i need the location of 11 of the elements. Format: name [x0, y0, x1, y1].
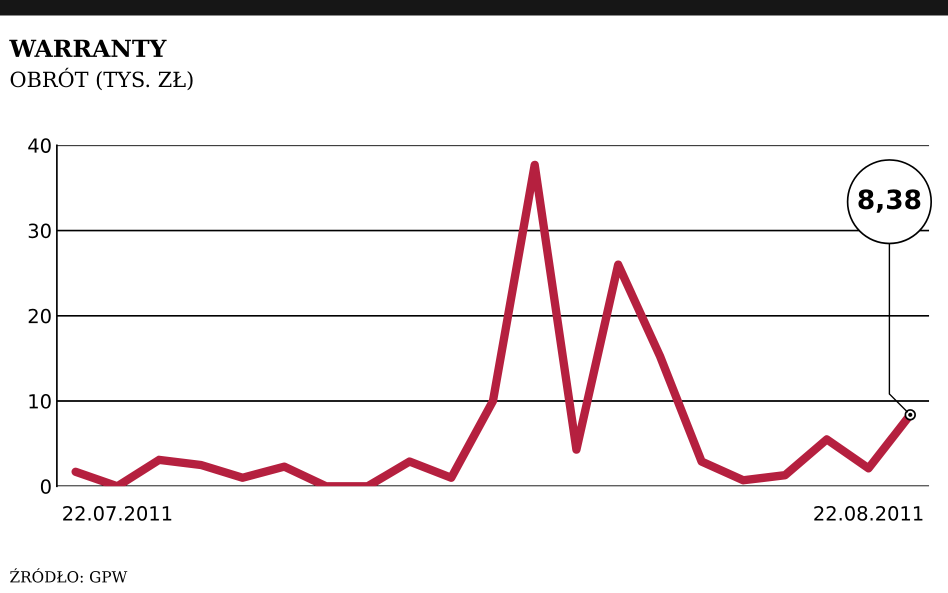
x-tick-label: 22.07.2011: [63, 506, 172, 521]
y-tick-label: 40: [28, 138, 51, 153]
text: ŹRÓDŁO: GPW: [10, 568, 128, 583]
chart-subtitle: OBRÓT (TYS. ZŁ): [10, 68, 193, 90]
chart-title: WARRANTY: [9, 40, 167, 57]
y-tick-label: 20: [28, 308, 51, 324]
y-tick-label: 30: [28, 223, 51, 238]
data-label: 8,38: [858, 189, 920, 213]
y-tick-label: 0: [40, 479, 51, 494]
x-tick-label: 22.08.2011: [814, 506, 922, 521]
y-tick-label: 10: [29, 394, 51, 409]
